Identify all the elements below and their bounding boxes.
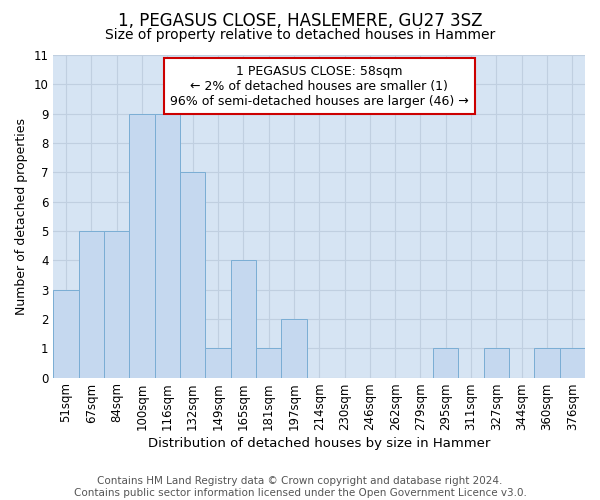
Bar — [560, 348, 585, 378]
Text: Size of property relative to detached houses in Hammer: Size of property relative to detached ho… — [105, 28, 495, 42]
Bar — [256, 348, 281, 378]
X-axis label: Distribution of detached houses by size in Hammer: Distribution of detached houses by size … — [148, 437, 490, 450]
Bar — [155, 114, 180, 378]
Bar — [484, 348, 509, 378]
Bar — [281, 319, 307, 378]
Text: Contains HM Land Registry data © Crown copyright and database right 2024.
Contai: Contains HM Land Registry data © Crown c… — [74, 476, 526, 498]
Y-axis label: Number of detached properties: Number of detached properties — [15, 118, 28, 315]
Bar — [433, 348, 458, 378]
Bar — [79, 231, 104, 378]
Text: 1 PEGASUS CLOSE: 58sqm
← 2% of detached houses are smaller (1)
96% of semi-detac: 1 PEGASUS CLOSE: 58sqm ← 2% of detached … — [170, 64, 469, 108]
Bar — [230, 260, 256, 378]
Bar — [180, 172, 205, 378]
Bar — [53, 290, 79, 378]
Bar — [205, 348, 230, 378]
Bar — [130, 114, 155, 378]
Bar — [535, 348, 560, 378]
Bar — [104, 231, 130, 378]
Text: 1, PEGASUS CLOSE, HASLEMERE, GU27 3SZ: 1, PEGASUS CLOSE, HASLEMERE, GU27 3SZ — [118, 12, 482, 30]
